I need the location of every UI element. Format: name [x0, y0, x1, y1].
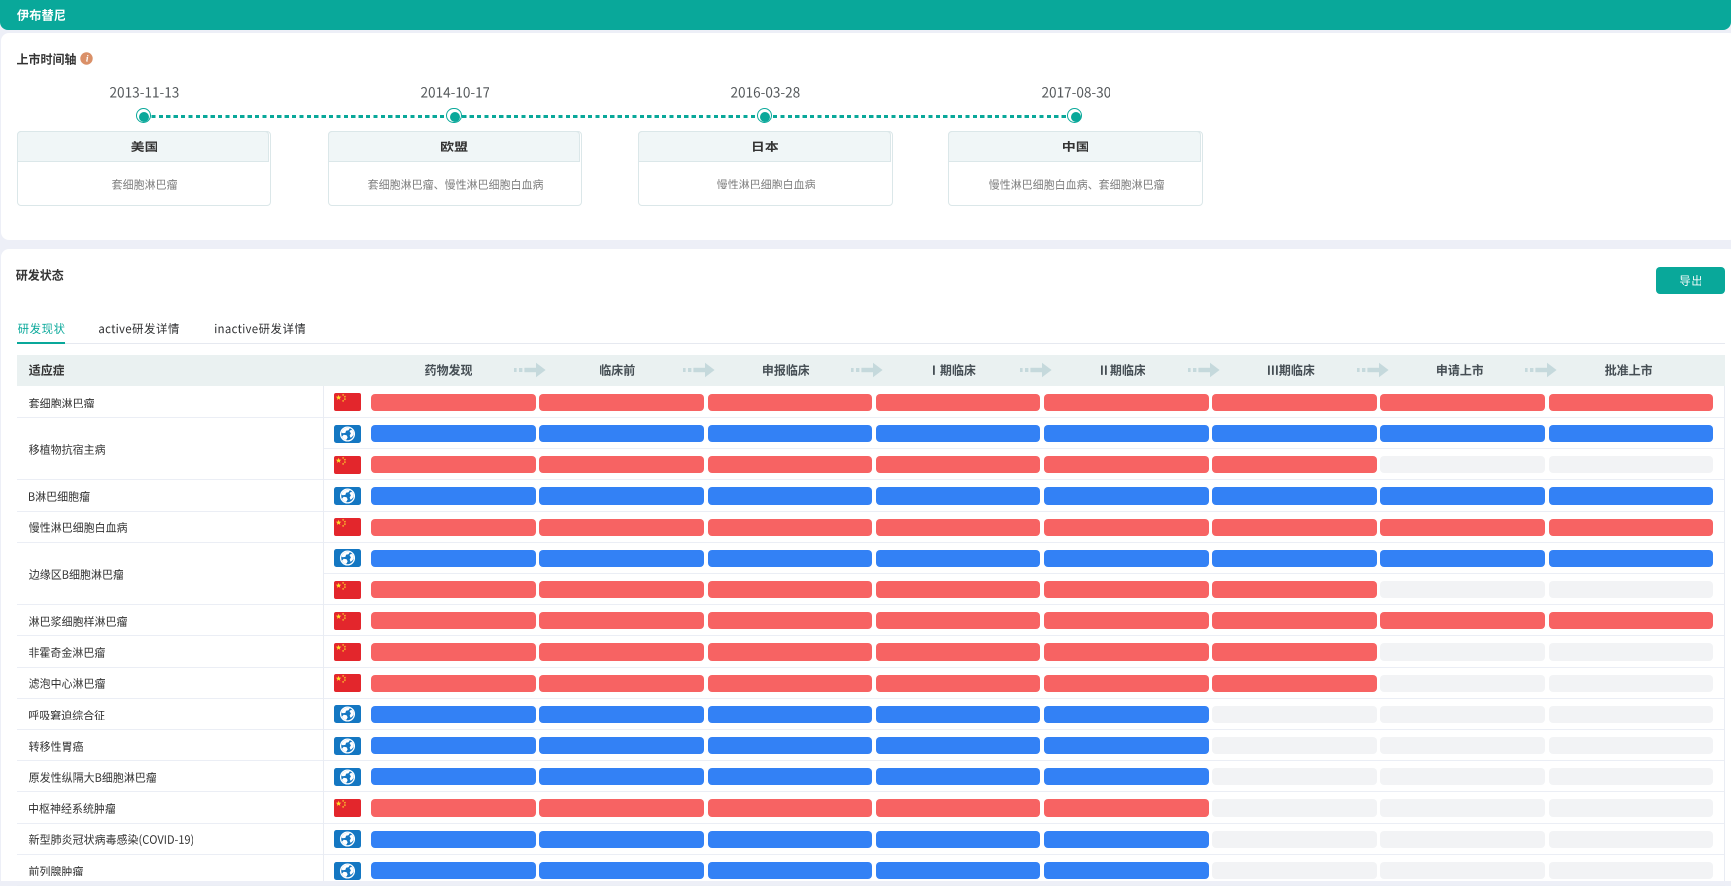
svg-text:i: i [86, 55, 89, 65]
